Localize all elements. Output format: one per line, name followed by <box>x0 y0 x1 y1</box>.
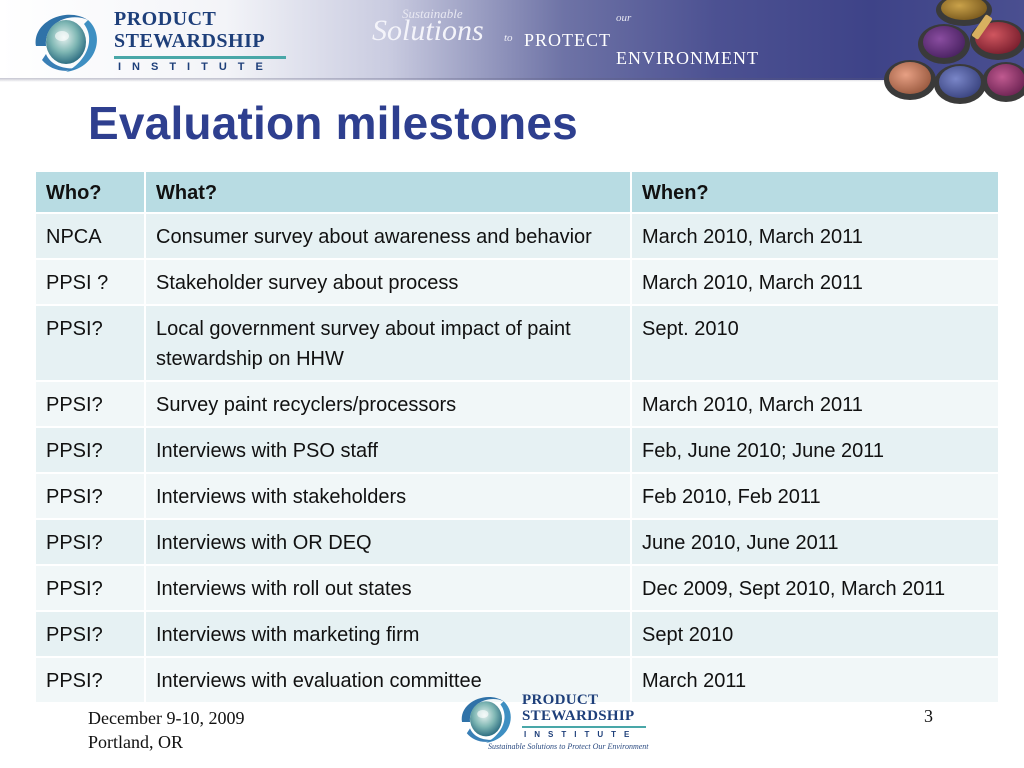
cell-what: Interviews with PSO staff <box>146 428 630 472</box>
cell-what: Interviews with OR DEQ <box>146 520 630 564</box>
cell-who: PPSI ? <box>36 260 144 304</box>
cell-who: PPSI? <box>36 566 144 610</box>
tagline-solutions: Solutions <box>372 14 484 47</box>
tagline-sustainable: Sustainable <box>402 6 463 21</box>
table-row: PPSI? Survey paint recyclers/processors … <box>36 382 998 426</box>
cell-when: Dec 2009, Sept 2010, March 2011 <box>632 566 998 610</box>
cell-when: Feb, June 2010; June 2011 <box>632 428 998 472</box>
table-row: PPSI? Interviews with OR DEQ June 2010, … <box>36 520 998 564</box>
tagline-protect: PROTECT <box>524 30 612 50</box>
cell-when: Sept 2010 <box>632 612 998 656</box>
table-row: PPSI? Interviews with evaluation committ… <box>36 658 998 702</box>
cell-when: March 2010, March 2011 <box>632 260 998 304</box>
cell-what: Stakeholder survey about process <box>146 260 630 304</box>
footer-logo-underline <box>522 726 646 728</box>
cell-who: PPSI? <box>36 382 144 426</box>
header-when: When? <box>632 172 998 212</box>
cell-when: March 2010, March 2011 <box>632 214 998 258</box>
footer-date: December 9-10, 2009 <box>88 708 245 728</box>
table-row: PPSI? Interviews with PSO staff Feb, Jun… <box>36 428 998 472</box>
logo-word-institute: INSTITUTE <box>118 61 274 73</box>
cell-when: June 2010, June 2011 <box>632 520 998 564</box>
milestones-table: Who? What? When? NPCA Consumer survey ab… <box>34 170 1000 704</box>
slide-title: Evaluation milestones <box>88 97 578 149</box>
cell-what: Consumer survey about awareness and beha… <box>146 214 630 258</box>
cell-who: NPCA <box>36 214 144 258</box>
footer-logo-word-stewardship: STEWARDSHIP <box>522 708 635 724</box>
table-row: PPSI? Interviews with marketing firm Sep… <box>36 612 998 656</box>
cell-what: Local government survey about impact of … <box>146 306 630 380</box>
cell-who: PPSI? <box>36 306 144 380</box>
milestones-table-wrap: Who? What? When? NPCA Consumer survey ab… <box>34 170 998 704</box>
table-row: PPSI? Local government survey about impa… <box>36 306 998 380</box>
swirl-globe-icon <box>461 697 511 743</box>
header-banner <box>0 0 1024 80</box>
cell-what: Interviews with evaluation committee <box>146 658 630 702</box>
cell-what: Interviews with marketing firm <box>146 612 630 656</box>
table-row: PPSI? Interviews with roll out states De… <box>36 566 998 610</box>
footer-logo-word-institute: INSTITUTE <box>524 730 638 739</box>
cell-what: Survey paint recyclers/processors <box>146 382 630 426</box>
cell-what: Interviews with stakeholders <box>146 474 630 518</box>
header-what: What? <box>146 172 630 212</box>
banner-shadow <box>0 78 1024 82</box>
footer-logo-tagline: Sustainable Solutions to Protect Our Env… <box>488 742 649 751</box>
footer-logo: PRODUCT STEWARDSHIP INSTITUTE Sustainabl… <box>454 688 654 756</box>
table-row: PPSI ? Stakeholder survey about process … <box>36 260 998 304</box>
page-number: 3 <box>924 706 933 726</box>
footer-logo-word-product: PRODUCT <box>522 692 599 708</box>
logo-word-stewardship: STEWARDSHIP <box>114 30 266 52</box>
header-tagline: Sustainable Solutions to PROTECT our ENV… <box>372 4 812 78</box>
table-row: NPCA Consumer survey about awareness and… <box>36 214 998 258</box>
logo-underline <box>114 56 286 59</box>
psi-logo: PRODUCT STEWARDSHIP INSTITUTE <box>26 6 286 76</box>
swirl-globe-icon <box>35 14 97 72</box>
cell-who: PPSI? <box>36 474 144 518</box>
tagline-our: our <box>616 12 632 24</box>
cell-what: Interviews with roll out states <box>146 566 630 610</box>
table-header-row: Who? What? When? <box>36 172 998 212</box>
tagline-to: to <box>504 32 513 44</box>
cell-who: PPSI? <box>36 428 144 472</box>
table-row: PPSI? Interviews with stakeholders Feb 2… <box>36 474 998 518</box>
footer-location: Portland, OR <box>88 732 184 752</box>
logo-word-product: PRODUCT <box>114 8 217 30</box>
cell-when: March 2011 <box>632 658 998 702</box>
cell-when: Feb 2010, Feb 2011 <box>632 474 998 518</box>
cell-who: PPSI? <box>36 520 144 564</box>
cell-when: Sept. 2010 <box>632 306 998 380</box>
footer-date-block: December 9-10, 2009 Portland, OR <box>88 706 244 754</box>
tagline-environment: ENVIRONMENT <box>616 48 759 68</box>
cell-who: PPSI? <box>36 612 144 656</box>
cell-when: March 2010, March 2011 <box>632 382 998 426</box>
paint-cans-icon <box>884 0 1024 104</box>
cell-who: PPSI? <box>36 658 144 702</box>
header-who: Who? <box>36 172 144 212</box>
